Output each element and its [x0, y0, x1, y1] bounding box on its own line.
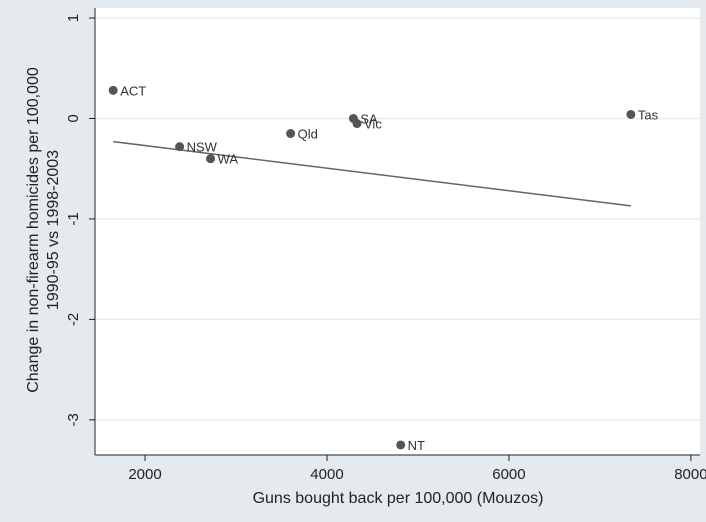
plot-area [95, 8, 700, 455]
y-tick-label: -1 [65, 212, 82, 225]
point-label: Qld [298, 127, 318, 142]
y-tick-label: 0 [65, 114, 82, 122]
point-label: WA [218, 152, 239, 167]
y-axis-label-line1: Change in non-firearm homicides per 100,… [25, 67, 42, 393]
grid-lines [95, 17, 700, 421]
x-tick-label: 8000 [674, 466, 706, 483]
x-tick-label: 4000 [310, 466, 343, 483]
y-tick-label: -2 [65, 313, 82, 326]
point-label: ACT [120, 83, 146, 98]
data-point [108, 85, 118, 95]
x-axis-label: Guns bought back per 100,000 (Mouzos) [253, 490, 544, 507]
fit-line-layer [113, 140, 631, 207]
x-tick-label: 2000 [128, 466, 161, 483]
data-point [396, 440, 406, 450]
data-point [175, 142, 185, 152]
y-axis-label-line2: 1990-95 vs 1998-2003 [45, 150, 62, 310]
axis-ticks: 1 0 -1 -2 -3 2000 4000 6000 8000 [65, 14, 706, 483]
x-tick-label: 6000 [492, 466, 525, 483]
data-point [206, 154, 216, 164]
point-label: NSW [187, 140, 218, 155]
y-tick-label: 1 [65, 14, 82, 22]
data-point [286, 129, 296, 139]
data-point [626, 109, 636, 119]
point-label: NT [408, 438, 425, 453]
y-tick-label: -3 [65, 413, 82, 426]
data-point [352, 119, 362, 129]
point-label: Tas [638, 107, 659, 122]
point-label: SA [360, 111, 378, 126]
point-label: Vic [364, 117, 382, 132]
fit-line [113, 140, 631, 207]
